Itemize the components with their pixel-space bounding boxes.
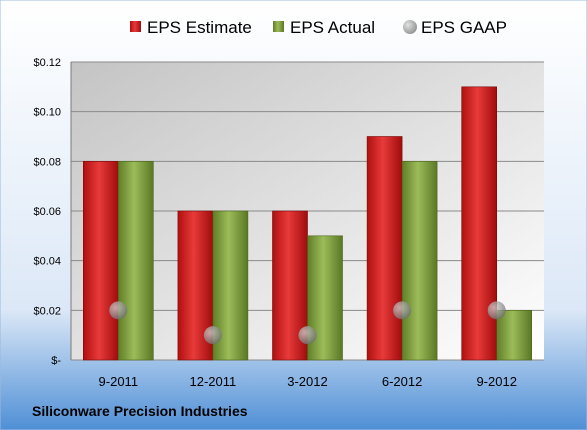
bar-eps-actual-6-2012 xyxy=(401,161,438,361)
point-eps-gaap-6-2012 xyxy=(393,301,412,320)
y-tick-label: $0.12 xyxy=(33,57,61,69)
y-tick-label: $0.10 xyxy=(33,107,61,119)
x-tick-label: 12-2011 xyxy=(190,374,237,389)
legend-label: EPS Estimate xyxy=(147,18,252,37)
point-eps-gaap-9-2011 xyxy=(109,301,128,320)
bar-eps-estimate-9-2012 xyxy=(461,86,498,361)
footer-company-name: Siliconware Precision Industries xyxy=(32,403,248,419)
x-tick-label: 9-2012 xyxy=(476,374,516,389)
y-tick-label: $0.04 xyxy=(33,256,61,268)
point-eps-gaap-12-2011 xyxy=(203,326,222,345)
x-tick-label: 3-2012 xyxy=(287,374,327,389)
gaap-markers xyxy=(109,301,506,345)
x-tick-label: 9-2011 xyxy=(99,374,139,389)
legend-swatch-eps-actual xyxy=(273,21,284,32)
x-tick-label: 6-2012 xyxy=(382,374,422,389)
point-eps-gaap-9-2012 xyxy=(487,301,506,320)
legend-swatch-eps-gaap xyxy=(403,20,417,34)
y-axis-tick-labels: $- $0.02 $0.04 $0.06 $0.08 $0.10 $0.12 xyxy=(33,57,61,367)
bar-eps-estimate-9-2011 xyxy=(83,161,119,361)
y-tick-label: $0.06 xyxy=(33,206,61,218)
bar-eps-actual-12-2011 xyxy=(212,210,249,361)
bar-eps-actual-9-2011 xyxy=(118,161,154,361)
bar-eps-actual-9-2012 xyxy=(496,310,533,361)
bar-eps-estimate-6-2012 xyxy=(366,136,403,361)
y-tick-label: $0.08 xyxy=(33,156,61,168)
legend: EPS Estimate EPS Actual EPS GAAP xyxy=(130,18,507,37)
x-axis-tick-labels: 9-2011 12-2011 3-2012 6-2012 9-2012 xyxy=(99,374,517,389)
bar-marks xyxy=(83,86,533,361)
legend-swatch-eps-estimate xyxy=(130,21,141,32)
legend-label: EPS GAAP xyxy=(421,18,507,37)
legend-label: EPS Actual xyxy=(290,18,375,37)
y-tick-label: $- xyxy=(51,355,61,367)
y-tick-label: $0.02 xyxy=(33,305,61,317)
point-eps-gaap-3-2012 xyxy=(298,326,317,345)
